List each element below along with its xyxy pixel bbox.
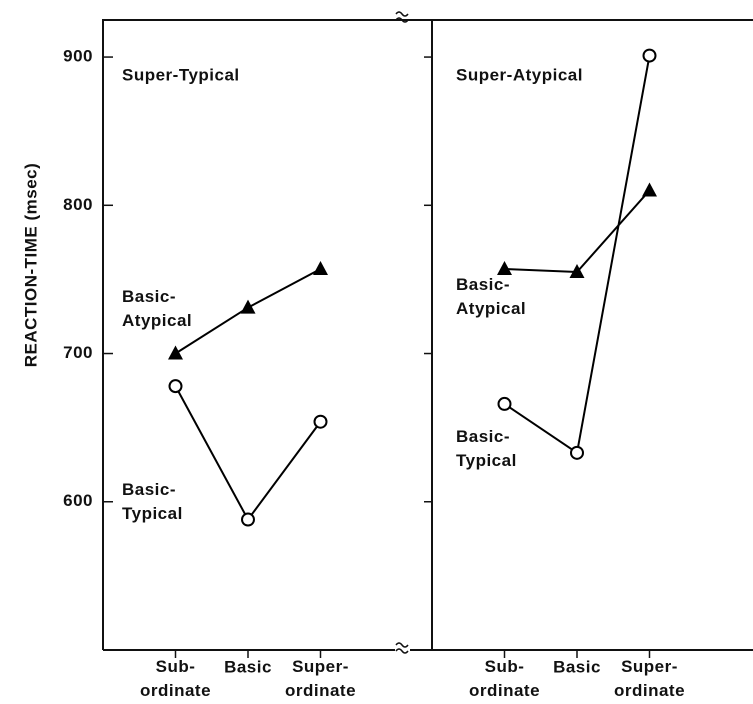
y-tick-label: 900 — [63, 47, 93, 66]
series-label: Basic-Typical — [456, 427, 517, 470]
marker — [497, 261, 512, 276]
marker — [168, 379, 183, 394]
marker — [168, 345, 183, 360]
marker — [313, 261, 328, 276]
series-label: Basic-Atypical — [122, 287, 192, 330]
panel-title: Super-Atypical — [456, 65, 583, 84]
marker — [642, 182, 657, 197]
series-label: Basic-Atypical — [456, 275, 526, 318]
marker — [570, 445, 584, 460]
axis-break — [395, 11, 409, 654]
marker — [240, 299, 256, 314]
panel-title: Super-Typical — [122, 65, 240, 84]
x-tick-label: Basic — [224, 657, 272, 676]
x-tick-label: Basic — [553, 657, 601, 676]
y-axis-label: REACTION-TIME (msec) — [21, 163, 40, 368]
x-tick-label: Sub-ordinate — [469, 657, 540, 700]
marker — [569, 264, 585, 278]
frame — [102, 19, 753, 650]
marker — [241, 512, 255, 527]
y-tick-label: 700 — [63, 343, 93, 362]
series-label: Basic-Typical — [122, 480, 183, 523]
y-tick-label: 800 — [63, 195, 93, 214]
marker — [642, 48, 657, 63]
x-tick-label: Sub-ordinate — [140, 657, 211, 700]
marker — [497, 396, 512, 411]
y-tick-label: 600 — [63, 491, 93, 510]
x-tick-label: Super-ordinate — [614, 657, 685, 700]
x-tick-label: Super-ordinate — [285, 657, 356, 700]
marker — [313, 414, 328, 429]
